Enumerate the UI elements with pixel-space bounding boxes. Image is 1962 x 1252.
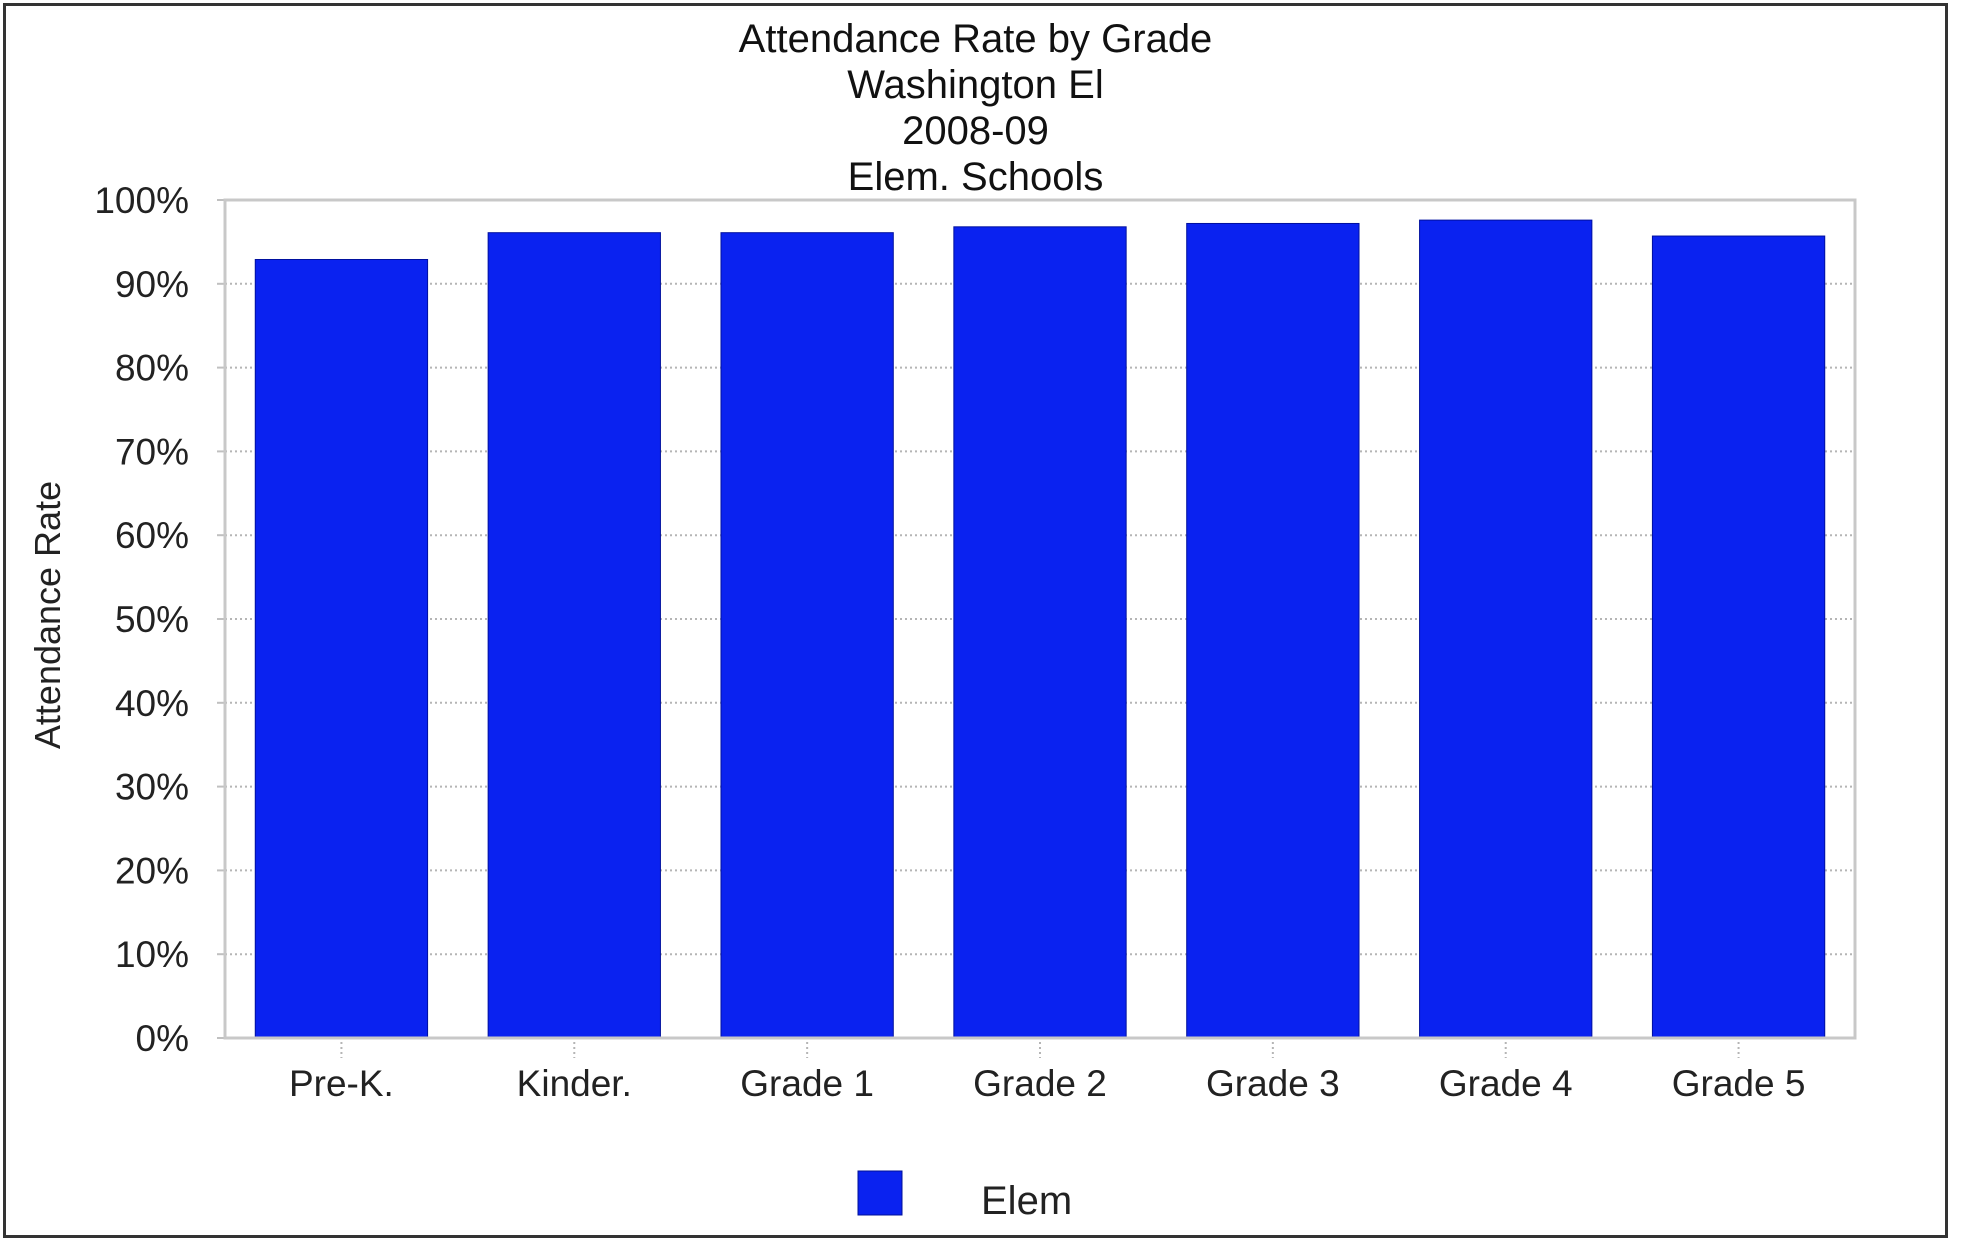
legend-swatch-elem [857,1170,903,1216]
bar-kinder [487,232,661,1039]
chart-title-block: Attendance Rate by Grade Washington El 2… [6,16,1945,200]
x-tick-label: Grade 1 [740,1063,874,1104]
y-tick-label: 20% [115,850,189,891]
chart-subtitle-school: Washington El [847,63,1104,107]
plot-area-border [223,198,1857,1040]
y-tick-label: 60% [115,515,189,556]
bar-grade-4 [1419,219,1593,1039]
bar-grade-1 [720,232,894,1039]
y-tick-label: 100% [94,180,189,221]
y-tick-label: 10% [115,934,189,975]
x-tick-label: Pre-K. [289,1063,394,1104]
x-tick-label: Grade 4 [1439,1063,1573,1104]
bar-grade-3 [1186,222,1360,1039]
y-tick-label: 30% [115,767,189,808]
x-tick-label: Kinder. [517,1063,632,1104]
chart-title: Attendance Rate by Grade [738,17,1213,61]
y-tick-label: 40% [115,683,189,724]
y-tick-label: 0% [136,1018,189,1059]
legend: Elem [857,1170,1072,1223]
x-tick-label: Grade 3 [1206,1063,1340,1104]
y-tick-label: 50% [115,599,189,640]
y-axis-label: Attendance Rate [27,481,68,749]
x-tick-label: Grade 2 [973,1063,1107,1104]
x-tick-labels: Pre-K. Kinder. Grade 1 Grade 2 Grade 3 Grade … [289,1042,1805,1104]
bar-grade-2 [953,226,1127,1039]
bars [254,219,1826,1039]
y-tick-label: 80% [115,348,189,389]
bar-grade-5 [1651,235,1826,1039]
chart-subtitle-group: Elem. Schools [847,155,1104,199]
chart-subtitle-year: 2008-09 [902,109,1049,153]
y-tick-label: 70% [115,431,189,472]
bar-pre-k [254,258,429,1039]
y-tick-label: 90% [115,264,189,305]
x-tick-label: Grade 5 [1672,1063,1806,1104]
y-tick-labels: 0% 10% 20% 30% 40% 50% 60% 70% 80% 90% 100% [94,180,189,1059]
axes [223,198,1857,1040]
legend-label-elem: Elem [981,1179,1072,1223]
